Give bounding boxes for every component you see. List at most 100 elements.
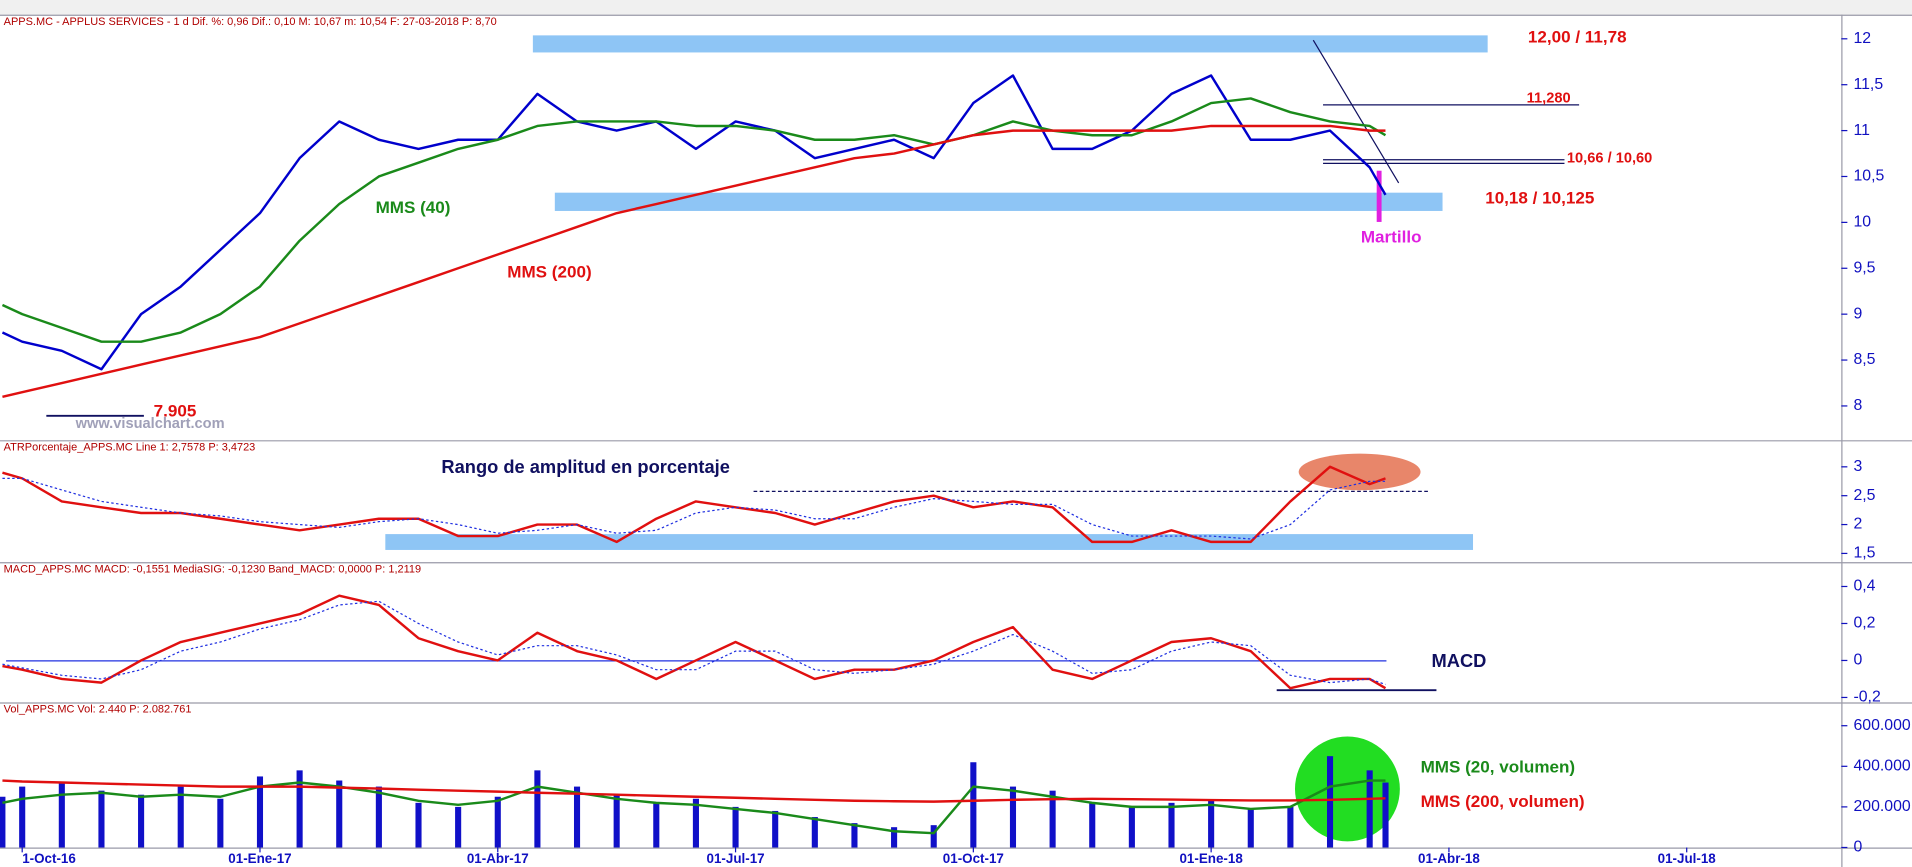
series-label: MMS (20, volumen) <box>1421 758 1576 777</box>
volume-bar <box>296 770 303 848</box>
series-line <box>2 779 1386 803</box>
series-line <box>2 600 1386 686</box>
volume-bar <box>692 798 699 848</box>
volume-bar <box>1382 782 1389 848</box>
y-tick-label: -0,2 <box>1853 689 1880 706</box>
y-tick-label: 1,5 <box>1853 545 1875 562</box>
header-bar <box>0 0 1912 15</box>
y-tick-label: 11,5 <box>1853 76 1883 93</box>
volume-bar <box>732 806 739 848</box>
y-tick-label: 0,2 <box>1853 615 1875 632</box>
annotation: Martillo <box>1361 227 1422 246</box>
y-tick-label: 400.000 <box>1853 757 1910 774</box>
volume-bar <box>415 802 422 848</box>
atr-band <box>385 534 1474 550</box>
annotation: MACD <box>1432 650 1487 671</box>
y-tick-label: 3 <box>1853 458 1862 475</box>
annotation: 10,66 / 10,60 <box>1567 150 1652 166</box>
y-tick-label: 8,5 <box>1853 351 1875 368</box>
volume-bar <box>19 786 26 848</box>
volume-bar <box>0 796 6 848</box>
y-tick-label: 10 <box>1853 214 1871 231</box>
y-tick-label: 12 <box>1853 30 1871 47</box>
x-tick-label: 01-Ene-17 <box>228 851 291 866</box>
volume-bar <box>1208 800 1215 848</box>
annotation: 11,280 <box>1527 91 1571 107</box>
series-line <box>1 74 1387 371</box>
panel-title: APPS.MC - APPLUS SERVICES - 1 d Dif. %: … <box>4 16 497 28</box>
volume-bar <box>891 827 898 848</box>
y-tick-label: 0 <box>1853 839 1862 856</box>
annotation: 10,18 / 10,125 <box>1485 188 1595 207</box>
volume-bar <box>1128 806 1135 848</box>
volume-bar <box>1049 790 1056 848</box>
panel-title: ATRPorcentaje_APPS.MC Line 1: 2,7578 P: … <box>4 441 256 453</box>
annotation: 7.905 <box>154 402 197 421</box>
volume-bar <box>970 762 977 848</box>
panel-frames <box>0 14 1912 867</box>
series-line <box>1 97 1387 343</box>
annotation: Rango de amplitud en porcentaje <box>441 456 729 477</box>
y-tick-label: 2 <box>1853 516 1862 533</box>
volume-bar <box>930 825 937 848</box>
volume-bar <box>1287 806 1294 848</box>
y-tick-label: 600.000 <box>1853 717 1910 734</box>
y-tick-label: 2,5 <box>1853 487 1875 504</box>
trend-line <box>1312 39 1400 184</box>
volume-bar <box>256 776 264 848</box>
y-tick-label: 8 <box>1853 397 1862 414</box>
volume-bar <box>811 817 818 848</box>
volume-bar <box>534 770 541 848</box>
y-tick-label: 11 <box>1853 122 1870 139</box>
series-label: MMS (40) <box>376 198 451 217</box>
y-tick-label: 10,5 <box>1853 168 1884 185</box>
x-tick-label: 01-Ene-18 <box>1179 851 1243 866</box>
y-tick-label: 200.000 <box>1853 798 1910 815</box>
volume-bar <box>455 806 462 848</box>
hammer-candle <box>1376 170 1382 222</box>
volume-bar <box>375 786 382 848</box>
series-line <box>2 465 1386 544</box>
volume-bar <box>1366 770 1373 848</box>
x-tick-label: 01-Jul-18 <box>1658 851 1717 866</box>
y-tick-label: 9,5 <box>1853 259 1875 276</box>
x-tick-label: 1-Oct-16 <box>22 851 76 866</box>
x-tick-label: 01-Oct-17 <box>943 851 1004 866</box>
annotation: 12,00 / 11,78 <box>1528 27 1627 46</box>
series-label: MMS (200, volumen) <box>1421 792 1585 811</box>
series-label: MMS (200) <box>507 263 591 282</box>
x-tick-label: 01-Abr-18 <box>1418 851 1480 866</box>
volume-bar <box>336 780 343 848</box>
series-line <box>2 779 1386 835</box>
annotation: www.visualchart.com <box>75 416 225 432</box>
volume-bar <box>98 790 105 848</box>
series-line <box>2 477 1386 540</box>
panel-title: MACD_APPS.MC MACD: -0,1551 MediaSIG: -0,… <box>4 563 421 575</box>
volume-bar <box>58 782 65 848</box>
volume-bar <box>177 786 184 848</box>
volume-bar <box>1326 756 1334 848</box>
resistance-band <box>532 35 1488 53</box>
volume-bar <box>138 794 145 848</box>
x-tick-label: 01-Jul-17 <box>706 851 764 866</box>
volume-bar <box>494 796 501 848</box>
volume-bar <box>1168 802 1175 848</box>
volume-bar <box>1089 802 1096 848</box>
volume-highlight <box>1294 736 1400 842</box>
volume-bar <box>613 794 620 848</box>
support-band <box>554 192 1443 211</box>
volume-bar <box>851 823 858 848</box>
volume-bar <box>772 810 779 848</box>
panel-title: Vol_APPS.MC Vol: 2.440 P: 2.082.761 <box>4 704 192 716</box>
volume-bar <box>573 786 581 848</box>
x-tick-label: 01-Abr-17 <box>467 851 529 866</box>
y-tick-label: 0 <box>1853 652 1862 669</box>
volume-bar <box>217 798 224 848</box>
volume-bar <box>1247 808 1254 848</box>
y-tick-label: 0,4 <box>1853 578 1875 595</box>
y-tick-label: 9 <box>1853 305 1862 322</box>
series-line <box>2 124 1386 398</box>
